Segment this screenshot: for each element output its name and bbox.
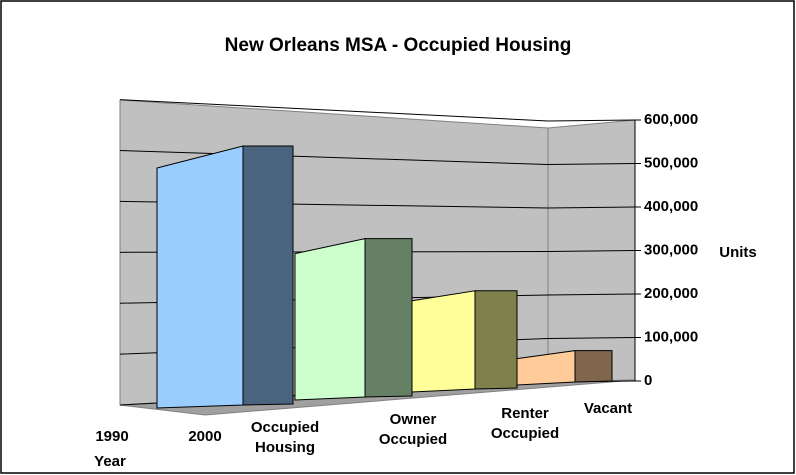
- series-label: Occupied Housing: [251, 419, 319, 456]
- chart-title: New Orleans MSA - Occupied Housing: [225, 35, 572, 56]
- series-label: Vacant: [584, 400, 632, 417]
- y-tick-label: 100,000: [644, 328, 698, 345]
- series-label: Owner Occupied: [379, 411, 447, 448]
- bar: [294, 237, 366, 401]
- y-axis-label: Units: [719, 244, 757, 261]
- bar-side: [242, 145, 294, 406]
- bar-side: [474, 290, 518, 390]
- bar-side: [574, 350, 613, 383]
- y-tick-label: 500,000: [644, 154, 698, 171]
- x-tick-label: 2000: [188, 428, 221, 445]
- bar: [411, 290, 476, 393]
- bar-side: [364, 238, 413, 398]
- y-tick-label: 400,000: [644, 198, 698, 215]
- x-axis-label: Year: [94, 453, 126, 470]
- y-tick-label: 300,000: [644, 241, 698, 258]
- y-tick-label: 0: [644, 372, 652, 389]
- bar: [156, 145, 244, 409]
- grid-line: [119, 99, 636, 122]
- y-tick-label: 600,000: [644, 111, 698, 128]
- bar: [516, 350, 576, 386]
- series-label: Renter Occupied: [491, 405, 559, 442]
- x-tick-label: 1990: [95, 428, 128, 445]
- y-tick-label: 200,000: [644, 285, 698, 302]
